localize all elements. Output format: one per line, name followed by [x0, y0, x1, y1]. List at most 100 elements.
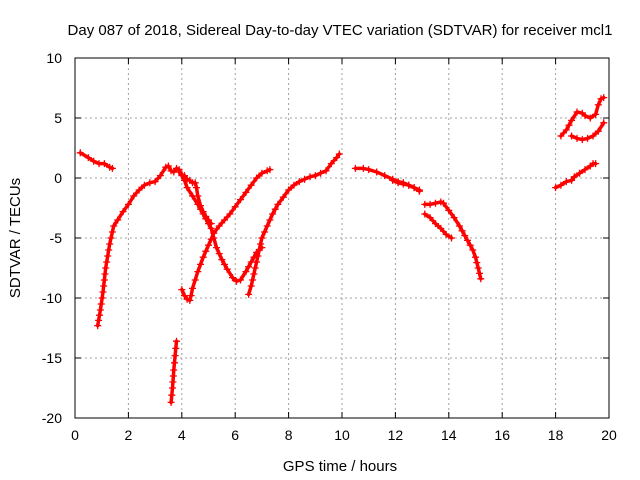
marker — [100, 282, 108, 290]
y-tick-label: 0 — [54, 170, 62, 186]
y-tick-label: -15 — [42, 350, 62, 366]
data-point — [221, 216, 228, 224]
data-point — [570, 173, 578, 181]
marker — [251, 264, 259, 272]
data-point — [399, 180, 407, 188]
series-s6 — [245, 150, 343, 298]
data-point — [178, 286, 186, 294]
data-point — [573, 134, 581, 142]
data-point — [562, 178, 570, 186]
marker — [458, 227, 466, 235]
data-point — [474, 264, 482, 272]
data-point — [432, 199, 439, 207]
data-point — [381, 172, 389, 180]
data-point — [269, 210, 277, 218]
data-point — [258, 169, 266, 177]
data-point — [191, 179, 199, 187]
data-point — [215, 222, 223, 230]
marker — [100, 276, 108, 284]
series-s13 — [557, 94, 608, 140]
data-point — [173, 337, 180, 345]
data-point — [448, 234, 455, 242]
data-point — [442, 230, 450, 238]
marker — [221, 260, 228, 268]
data-point — [218, 256, 226, 264]
data-point — [146, 179, 154, 187]
series-s10 — [421, 210, 455, 242]
data-point — [573, 108, 581, 116]
marker — [473, 259, 481, 267]
data-point — [210, 229, 218, 237]
data-point — [394, 179, 402, 187]
data-point — [592, 160, 600, 168]
data-point — [592, 110, 600, 118]
data-point — [96, 306, 104, 314]
data-point — [466, 241, 474, 249]
data-point — [213, 244, 220, 252]
y-tick-label: 5 — [54, 110, 62, 126]
marker — [464, 236, 471, 244]
data-point — [130, 192, 138, 200]
marker — [202, 247, 210, 255]
data-point — [351, 164, 359, 172]
data-point — [199, 253, 207, 261]
marker — [169, 378, 177, 386]
data-point — [199, 208, 207, 216]
data-point — [301, 175, 309, 183]
marker — [104, 252, 112, 260]
data-point — [469, 246, 477, 254]
series-s4 — [175, 168, 215, 228]
y-axis-label: SDTVAR / TECUs — [7, 178, 24, 298]
data-point — [205, 216, 212, 224]
series-trace — [95, 164, 264, 328]
marker — [95, 316, 103, 324]
y-tick-label: -10 — [42, 290, 62, 306]
marker — [105, 246, 113, 254]
data-point — [242, 268, 250, 276]
data-point — [94, 322, 102, 330]
data-point — [432, 220, 439, 228]
data-point — [327, 160, 335, 168]
data-point — [568, 132, 576, 140]
marker — [565, 121, 573, 129]
data-point — [365, 166, 373, 174]
series-s1 — [76, 149, 116, 172]
data-point — [181, 172, 188, 180]
data-point — [335, 150, 343, 158]
marker — [108, 228, 116, 236]
data-point — [194, 192, 202, 200]
data-point — [197, 202, 204, 210]
data-point — [557, 132, 565, 140]
x-tick-label: 4 — [178, 427, 186, 443]
data-point — [187, 292, 195, 300]
data-point — [175, 168, 183, 176]
x-tick-label: 8 — [285, 427, 293, 443]
data-point — [279, 193, 287, 201]
data-point — [562, 126, 570, 134]
series-layer — [76, 94, 608, 406]
axis-ticks: 0 2 4 6 8 10 12 14 16 18 20 -20 -15 -10 -5 0 5 10 — [42, 50, 617, 443]
data-point — [197, 260, 204, 268]
data-point — [191, 276, 199, 284]
data-point — [99, 288, 107, 296]
data-point — [205, 241, 212, 249]
data-point — [226, 210, 234, 218]
data-point — [311, 172, 319, 180]
marker — [169, 372, 177, 380]
data-point — [193, 184, 200, 192]
data-point — [237, 276, 244, 284]
x-tick-label: 6 — [231, 427, 239, 443]
data-point — [247, 181, 255, 189]
x-tick-label: 18 — [548, 427, 564, 443]
x-tick-label: 0 — [71, 427, 79, 443]
data-point — [189, 284, 196, 292]
data-point — [124, 200, 132, 208]
data-point — [581, 166, 589, 174]
chart-title: Day 087 of 2018, Sidereal Day-to-day VTE… — [68, 22, 613, 39]
series-s8 — [389, 176, 423, 195]
x-tick-label: 12 — [388, 427, 404, 443]
x-tick-label: 14 — [441, 427, 457, 443]
data-point — [242, 188, 250, 196]
data-point — [477, 275, 485, 283]
